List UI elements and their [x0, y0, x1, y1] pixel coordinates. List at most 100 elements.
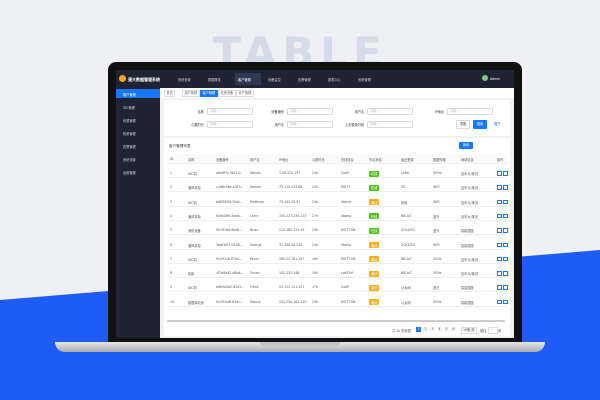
table-cell: WiFi	[433, 199, 440, 204]
table-cell: 加拿大/某省	[461, 257, 479, 262]
filter-input[interactable]: 请输入	[287, 120, 333, 128]
user-name[interactable]: Admin	[490, 77, 501, 81]
table-cell: MQTT-SN	[341, 299, 356, 304]
table-header	[167, 154, 507, 164]
menu-item[interactable]: 客户管理	[238, 78, 251, 82]
table-cell: 通风机柜	[188, 214, 201, 219]
page-button[interactable]: 5	[444, 327, 449, 332]
table-cell: 其他	[401, 200, 408, 205]
sidebar-item[interactable]: 资源管理	[123, 119, 136, 123]
delete-icon[interactable]	[503, 199, 508, 205]
add-button[interactable]: 新增	[459, 142, 473, 149]
sidebar-item[interactable]: 告警管理	[123, 145, 136, 149]
edit-icon[interactable]	[497, 185, 502, 190]
tab[interactable]: 首页	[164, 90, 176, 97]
column-header: 名称	[188, 158, 195, 162]
edit-icon[interactable]	[497, 171, 502, 176]
column-header: 设备编号	[216, 158, 229, 162]
table-cell: Donna	[250, 299, 261, 304]
menu-item[interactable]: 系统设置	[178, 78, 191, 82]
filter-input[interactable]: 请输入	[367, 120, 413, 128]
table-cell: Matthew	[250, 199, 264, 204]
filter-button[interactable]: 搜索	[473, 120, 487, 129]
menu-item[interactable]: 设备监控	[268, 78, 281, 82]
table-cell: 23h	[312, 171, 319, 175]
sidebar-item[interactable]: 运维管理	[123, 171, 136, 175]
sidebar-item[interactable]: 机房管理	[123, 132, 136, 136]
edit-icon[interactable]	[497, 299, 502, 305]
status-tag: 在线	[369, 184, 380, 191]
page-button[interactable]: 4	[437, 327, 442, 332]
table-cell: 9c2f1b48-83ac-..	[216, 299, 244, 304]
page-button[interactable]: 1	[416, 327, 421, 332]
table-cell: 23h	[312, 299, 319, 304]
delete-icon[interactable]	[503, 285, 508, 290]
filter-input[interactable]: 请输入	[287, 107, 333, 115]
goto-input[interactable]	[488, 327, 498, 334]
column-header: 用户名	[250, 158, 260, 162]
table-cell: 4	[170, 213, 173, 218]
table-cell: 通风机柜	[188, 186, 201, 191]
sidebar-item[interactable]: IDC管理	[123, 106, 135, 110]
table-cell: 113.185.223.59	[279, 228, 305, 233]
filter-button[interactable]: 重置	[456, 120, 470, 129]
table-cell: MQTT	[341, 185, 351, 190]
table-cell: IDC机	[188, 286, 197, 291]
sidebar-item[interactable]: 客户管理	[123, 93, 136, 97]
page-size[interactable]: 10条/页	[461, 327, 477, 334]
delete-icon[interactable]	[503, 228, 508, 233]
table-cell: 9cf2f1c6-87e4-..	[216, 256, 243, 261]
table-cell: 16h	[312, 271, 319, 276]
table-cell: bd8395f4-f0a9-..	[216, 199, 243, 204]
table-cell: 5GHz	[433, 256, 442, 261]
delete-icon[interactable]	[503, 185, 508, 190]
table-cell: 7	[170, 256, 173, 261]
filter-input[interactable]: 请输入	[207, 107, 253, 115]
table-cell: 23h	[312, 185, 319, 190]
delete-icon[interactable]	[503, 256, 508, 262]
menu-item[interactable]: 报表中心	[328, 78, 341, 82]
status-tag: 离线	[369, 299, 380, 306]
logo	[119, 75, 126, 82]
table-cell: 4f7e8d92-d8b6-..	[216, 271, 244, 276]
tab[interactable]: 客户管理	[200, 90, 218, 97]
menu-item[interactable]: 数据概览	[208, 78, 221, 82]
edit-icon[interactable]	[497, 213, 502, 219]
edit-icon[interactable]	[497, 199, 502, 205]
edit-icon[interactable]	[497, 228, 502, 233]
delete-icon[interactable]	[503, 171, 508, 176]
menu-item[interactable]: 系统管理	[358, 78, 371, 82]
delete-icon[interactable]	[503, 242, 508, 247]
page-button[interactable]: 3	[430, 327, 435, 332]
table-cell: 智能	[188, 272, 195, 277]
filter-panel: 名称 请输入 设备编号 请输入 用户名 请输入 IP地址 请输入 心跳时长 请输入 用户名 请输入 上次…	[164, 100, 510, 136]
edit-icon[interactable]	[497, 285, 502, 290]
edit-icon[interactable]	[497, 256, 502, 262]
filter-input[interactable]: 请输入	[367, 107, 413, 115]
table-cell: 5	[170, 228, 173, 233]
table-cell: 6	[170, 242, 173, 247]
table-card: 客户管理列表 新增 ID 名称 设备编号 用户名 IP地址 心跳时长 在线协议 节点状态 最近登…	[164, 138, 510, 336]
tab[interactable]: 资产管理	[236, 90, 254, 97]
table-cell: LoRa	[401, 171, 409, 175]
delete-icon[interactable]	[503, 299, 508, 305]
sidebar-item[interactable]: 系统设置	[123, 158, 136, 162]
delete-icon[interactable]	[503, 271, 508, 276]
page-button[interactable]: 6	[451, 327, 456, 332]
filter-input[interactable]: 请输入	[207, 120, 253, 128]
filter-input[interactable]: 请输入	[447, 107, 493, 115]
tab[interactable]: 机房设备	[218, 90, 236, 97]
edit-icon[interactable]	[497, 242, 502, 247]
edit-icon[interactable]	[497, 271, 502, 276]
table-cell: 19h	[312, 256, 319, 261]
menu-item[interactable]: 告警管理	[298, 78, 311, 82]
page-button[interactable]: 2	[423, 327, 428, 332]
table-cell: NB-IoT	[401, 213, 412, 218]
table-cell: 智能插座	[461, 300, 474, 305]
filter-button[interactable]: 展开	[490, 120, 504, 129]
delete-icon[interactable]	[503, 213, 508, 219]
filter-label: 用户名	[354, 110, 364, 114]
table-cell: 5G	[401, 185, 406, 190]
tab[interactable]: 用户管理	[182, 90, 200, 97]
